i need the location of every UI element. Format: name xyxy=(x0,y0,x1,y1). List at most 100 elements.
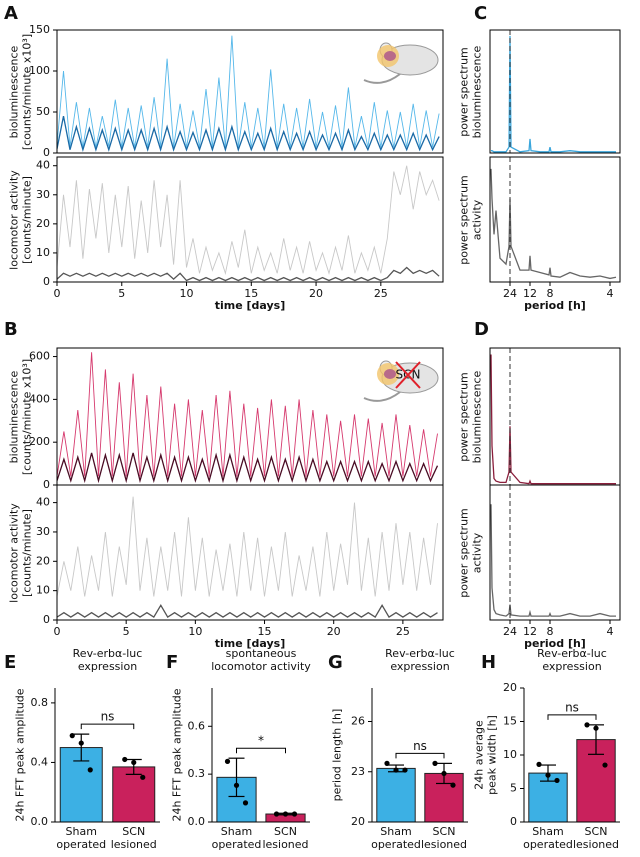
data-point xyxy=(69,733,75,739)
panel-label: B xyxy=(4,319,18,340)
axes-frame xyxy=(56,156,444,283)
y-tick-label: 0.4 xyxy=(31,755,49,768)
y-tick-label: 40 xyxy=(36,496,50,509)
category-label: SCN lesioned xyxy=(420,825,468,851)
y-tick-label: 0.0 xyxy=(31,815,49,828)
data-point xyxy=(432,760,438,766)
significance-label: ns xyxy=(413,739,427,753)
data-line xyxy=(490,168,617,280)
y-tick-label: 26 xyxy=(351,715,365,728)
y-tick-label: 20 xyxy=(351,815,365,828)
category-label: SCN lesioned xyxy=(572,825,620,851)
data-point xyxy=(602,762,608,768)
mouse-icon-lesioned: SCN xyxy=(363,360,439,402)
panel-label: E xyxy=(4,652,16,673)
data-line xyxy=(57,496,438,597)
category-label: Sham operated xyxy=(371,825,421,851)
significance-bracket xyxy=(395,752,445,759)
data-point xyxy=(536,761,542,767)
category-label: SCN lesioned xyxy=(262,825,309,851)
panel-title: spontaneous locomotor activity xyxy=(211,647,311,673)
x-axis-label: time [days] xyxy=(214,299,286,312)
x-tick-label: 15 xyxy=(258,625,272,638)
x-axis-label: time [days] xyxy=(214,637,286,650)
y-tick-label: 15 xyxy=(503,715,517,728)
category-label: Sham operated xyxy=(523,825,573,851)
panel-label: A xyxy=(4,3,18,24)
y-axis-label: power spectrum bioluminescence xyxy=(457,370,483,463)
data-point xyxy=(554,777,560,784)
x-tick-label: 4 xyxy=(607,287,614,300)
data-point xyxy=(273,811,280,817)
data-line xyxy=(57,115,440,153)
y-axis-label: power spectrum activity xyxy=(457,507,483,598)
y-tick-label: 0.8 xyxy=(31,696,49,709)
data-line xyxy=(57,452,439,484)
data-point xyxy=(593,725,599,731)
axes-frame xyxy=(56,29,444,154)
x-tick-label: 8 xyxy=(547,625,554,638)
axes-frame xyxy=(56,484,444,621)
data-point xyxy=(393,767,399,773)
y-axis-label: 24h average peak width [h] xyxy=(472,715,498,795)
x-tick-label: 15 xyxy=(244,287,258,300)
y-tick-label: 0 xyxy=(43,478,50,491)
y-tick-label: 20 xyxy=(36,217,50,230)
x-tick-label: 12 xyxy=(523,287,537,300)
axes-frame xyxy=(489,484,621,621)
x-tick-label: 24 xyxy=(503,287,517,300)
x-tick-label: 0 xyxy=(54,625,61,638)
x-tick-label: 4 xyxy=(607,625,614,638)
data-line xyxy=(57,266,440,282)
y-tick-label: 0 xyxy=(43,146,50,159)
y-tick-label: 23 xyxy=(351,765,365,778)
panel-label: F xyxy=(166,652,178,673)
y-axis-label: locomotor activity [counts/minute] xyxy=(7,169,33,270)
data-point xyxy=(233,782,240,788)
significance-bracket xyxy=(547,714,597,720)
y-tick-label: 0 xyxy=(510,815,517,828)
category-label: Sham operated xyxy=(56,825,107,851)
y-tick-label: 30 xyxy=(36,188,50,201)
y-axis-label: period length [h] xyxy=(330,708,344,802)
x-tick-label: 25 xyxy=(374,287,388,300)
significance-label: ns xyxy=(565,700,579,714)
x-tick-label: 10 xyxy=(180,287,194,300)
data-line xyxy=(57,352,438,477)
y-axis-label: locomotor activity [counts/minute] xyxy=(7,502,33,603)
x-axis-label: period [h] xyxy=(524,637,586,650)
significance-bracket xyxy=(80,723,135,730)
data-line xyxy=(57,604,438,619)
data-point xyxy=(282,811,289,817)
data-point xyxy=(140,774,146,780)
bar xyxy=(376,767,416,823)
x-tick-label: 24 xyxy=(503,625,517,638)
data-line xyxy=(57,165,440,276)
y-tick-label: 200 xyxy=(29,435,50,448)
y-axis-label: 24h FFT peak amplitude xyxy=(170,688,184,822)
x-tick-label: 10 xyxy=(188,625,202,638)
data-point xyxy=(87,767,93,773)
y-tick-label: 10 xyxy=(36,246,50,259)
mouse-icon xyxy=(363,42,439,84)
data-point xyxy=(450,782,456,788)
data-line xyxy=(490,504,616,617)
panel-label: C xyxy=(474,3,487,24)
data-line xyxy=(490,354,616,485)
data-point xyxy=(242,800,249,806)
y-tick-label: 400 xyxy=(29,392,50,405)
y-tick-label: 0.6 xyxy=(188,719,206,732)
y-tick-label: 20 xyxy=(503,681,517,694)
y-tick-label: 5 xyxy=(510,782,517,795)
y-tick-label: 10 xyxy=(503,748,517,761)
x-tick-label: 5 xyxy=(123,625,130,638)
data-line xyxy=(57,35,440,148)
panel-title: Rev-erbα-luc expression xyxy=(72,647,143,673)
x-tick-label: 20 xyxy=(327,625,341,638)
y-tick-label: 20 xyxy=(36,554,50,567)
data-point xyxy=(545,772,551,778)
data-point xyxy=(122,756,128,763)
panel-label: D xyxy=(474,319,489,340)
data-point xyxy=(584,722,590,728)
